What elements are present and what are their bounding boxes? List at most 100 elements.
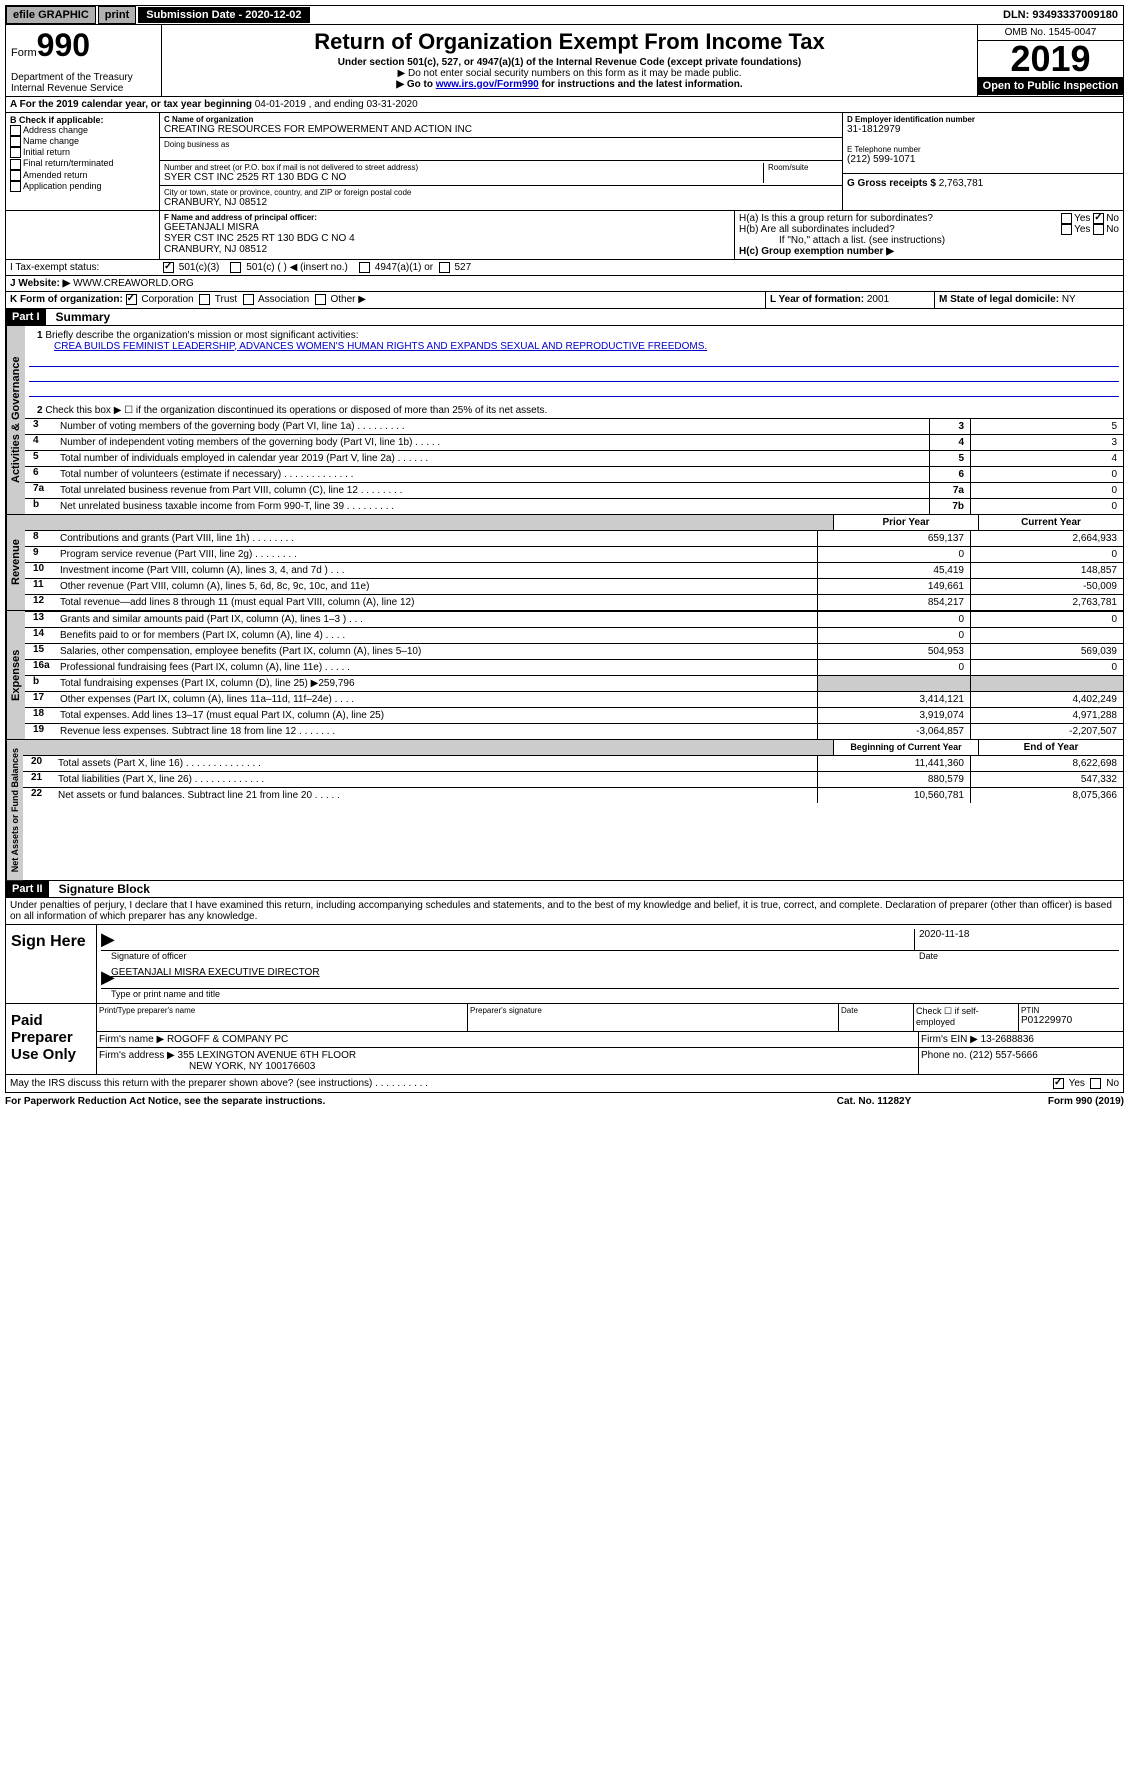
line-a: A For the 2019 calendar year, or tax yea…	[5, 97, 1124, 113]
k-label: K Form of organization:	[10, 295, 123, 306]
cb-application-pending[interactable]: Application pending	[10, 181, 155, 192]
inspection-notice: Open to Public Inspection	[978, 77, 1123, 95]
street-address: SYER CST INC 2525 RT 130 BDG C NO	[164, 172, 763, 183]
money-line-21: 21 Total liabilities (Part X, line 26) .…	[23, 771, 1123, 787]
firm-phone: (212) 557-5666	[969, 1050, 1037, 1061]
form-number-box: Form990 Department of the Treasury Inter…	[6, 25, 162, 96]
part1-header: Part I Summary	[5, 309, 1124, 326]
revenue-section: Revenue Prior Year Current Year 8 Contri…	[5, 515, 1124, 611]
firm-addr-label: Firm's address ▶	[99, 1050, 178, 1061]
vtab-expenses: Expenses	[6, 611, 25, 739]
vtab-governance: Activities & Governance	[6, 326, 25, 514]
summary-line-5: 5 Total number of individuals employed i…	[25, 450, 1123, 466]
cb-final-return[interactable]: Final return/terminated	[10, 158, 155, 169]
ha-label: H(a) Is this a group return for subordin…	[739, 213, 933, 224]
vtab-revenue: Revenue	[6, 515, 25, 610]
begin-year-header: Beginning of Current Year	[834, 740, 979, 755]
irs-link[interactable]: www.irs.gov/Form990	[436, 79, 539, 90]
end-year-header: End of Year	[979, 740, 1123, 755]
ha-answer: Yes No	[1061, 213, 1119, 224]
firm-ein-label: Firm's EIN ▶	[921, 1034, 981, 1045]
summary-line-7a: 7a Total unrelated business revenue from…	[25, 482, 1123, 498]
summary-line-3: 3 Number of voting members of the govern…	[25, 418, 1123, 434]
money-line-15: 15 Salaries, other compensation, employe…	[25, 643, 1123, 659]
perjury-statement: Under penalties of perjury, I declare th…	[5, 898, 1124, 925]
firm-ein: 13-2688836	[981, 1034, 1034, 1045]
page-footer: For Paperwork Reduction Act Notice, see …	[5, 1093, 1124, 1110]
cb-4947[interactable]	[359, 262, 370, 273]
cb-527[interactable]	[439, 262, 450, 273]
print-button[interactable]: print	[98, 6, 136, 24]
money-line-22: 22 Net assets or fund balances. Subtract…	[23, 787, 1123, 803]
cb-501c3[interactable]	[163, 262, 174, 273]
money-line-10: 10 Investment income (Part VIII, column …	[25, 562, 1123, 578]
net-assets-section: Net Assets or Fund Balances Beginning of…	[5, 740, 1124, 881]
org-name: CREATING RESOURCES FOR EMPOWERMENT AND A…	[164, 124, 838, 135]
g-label: G Gross receipts $	[847, 178, 939, 189]
firm-name: ROGOFF & COMPANY PC	[167, 1034, 288, 1045]
officer-name: GEETANJALI MISRA	[164, 222, 730, 233]
ein: 31-1812979	[847, 124, 1119, 135]
officer-group-block: F Name and address of principal officer:…	[5, 211, 1124, 260]
section-c: C Name of organization CREATING RESOURCE…	[160, 113, 843, 210]
summary-line-6: 6 Total number of volunteers (estimate i…	[25, 466, 1123, 482]
discuss-question: May the IRS discuss this return with the…	[10, 1078, 1053, 1089]
ptin-value: P01229970	[1021, 1015, 1121, 1026]
self-employed-check: Check ☐ if self-employed	[914, 1004, 1019, 1031]
q1-label: Briefly describe the organization's miss…	[45, 330, 358, 341]
money-line-8: 8 Contributions and grants (Part VIII, l…	[25, 530, 1123, 546]
cb-trust[interactable]	[199, 294, 210, 305]
money-line-18: 18 Total expenses. Add lines 13–17 (must…	[25, 707, 1123, 723]
cb-amended[interactable]: Amended return	[10, 170, 155, 181]
sign-here-block: Sign Here ▶ 2020-11-18 Signature of offi…	[5, 925, 1124, 1004]
cb-address-change[interactable]: Address change	[10, 125, 155, 136]
money-line-13: 13 Grants and similar amounts paid (Part…	[25, 611, 1123, 627]
cb-assoc[interactable]	[243, 294, 254, 305]
cb-initial-return[interactable]: Initial return	[10, 147, 155, 158]
blank-line	[29, 354, 1119, 367]
top-bar: efile GRAPHIC print Submission Date - 20…	[5, 5, 1124, 25]
m-label: M State of legal domicile:	[939, 294, 1062, 305]
form-label: Form	[11, 47, 37, 59]
part2-title: Signature Block	[49, 882, 150, 896]
section-i: I Tax-exempt status: 501(c)(3) 501(c) ( …	[5, 260, 1124, 276]
officer-address: SYER CST INC 2525 RT 130 BDG C NO 4 CRAN…	[164, 233, 730, 255]
hb-label: H(b) Are all subordinates included?	[739, 224, 895, 235]
summary-line-7b: b Net unrelated business taxable income …	[25, 498, 1123, 514]
submission-date: Submission Date - 2020-12-02	[138, 7, 309, 23]
part1-title: Summary	[46, 310, 111, 324]
part2-header: Part II Signature Block	[5, 881, 1124, 898]
cb-name-change[interactable]: Name change	[10, 136, 155, 147]
vtab-net-assets: Net Assets or Fund Balances	[6, 740, 23, 880]
money-line-19: 19 Revenue less expenses. Subtract line …	[25, 723, 1123, 739]
money-line-14: 14 Benefits paid to or for members (Part…	[25, 627, 1123, 643]
efile-button[interactable]: efile GRAPHIC	[6, 6, 96, 24]
preparer-name-label: Print/Type preparer's name	[99, 1006, 465, 1015]
typed-name-label: Type or print name and title	[111, 989, 220, 999]
city-label: City or town, state or province, country…	[164, 188, 838, 197]
form-footer: Form 990 (2019)	[974, 1096, 1124, 1107]
dept-treasury: Department of the Treasury Internal Reve…	[11, 72, 156, 94]
dba-label: Doing business as	[164, 140, 838, 149]
l-label: L Year of formation:	[770, 294, 867, 305]
cb-501c[interactable]	[230, 262, 241, 273]
title-box: Return of Organization Exempt From Incom…	[162, 25, 977, 96]
section-klm: K Form of organization: Corporation Trus…	[5, 292, 1124, 308]
addr-label: Number and street (or P.O. box if mail i…	[164, 163, 763, 172]
d-label: D Employer identification number	[847, 115, 1119, 124]
firm-name-label: Firm's name ▶	[99, 1034, 167, 1045]
form-header: Form990 Department of the Treasury Inter…	[5, 25, 1124, 97]
website-url: WWW.CREAWORLD.ORG	[73, 278, 194, 289]
phone: (212) 599-1071	[847, 154, 1119, 165]
f-label: F Name and address of principal officer:	[164, 213, 730, 222]
section-h: H(a) Is this a group return for subordin…	[735, 211, 1123, 259]
cb-corp[interactable]	[126, 294, 137, 305]
subtitle-2: ▶ Do not enter social security numbers o…	[167, 68, 972, 79]
discuss-row: May the IRS discuss this return with the…	[5, 1075, 1124, 1093]
expenses-section: Expenses 13 Grants and similar amounts p…	[5, 611, 1124, 740]
cb-other[interactable]	[315, 294, 326, 305]
money-line-20: 20 Total assets (Part X, line 16) . . . …	[23, 755, 1123, 771]
discuss-answer: Yes No	[1053, 1078, 1119, 1089]
officer-typed-name: GEETANJALI MISRA EXECUTIVE DIRECTOR	[111, 967, 1119, 988]
preparer-date-label: Date	[841, 1006, 911, 1015]
